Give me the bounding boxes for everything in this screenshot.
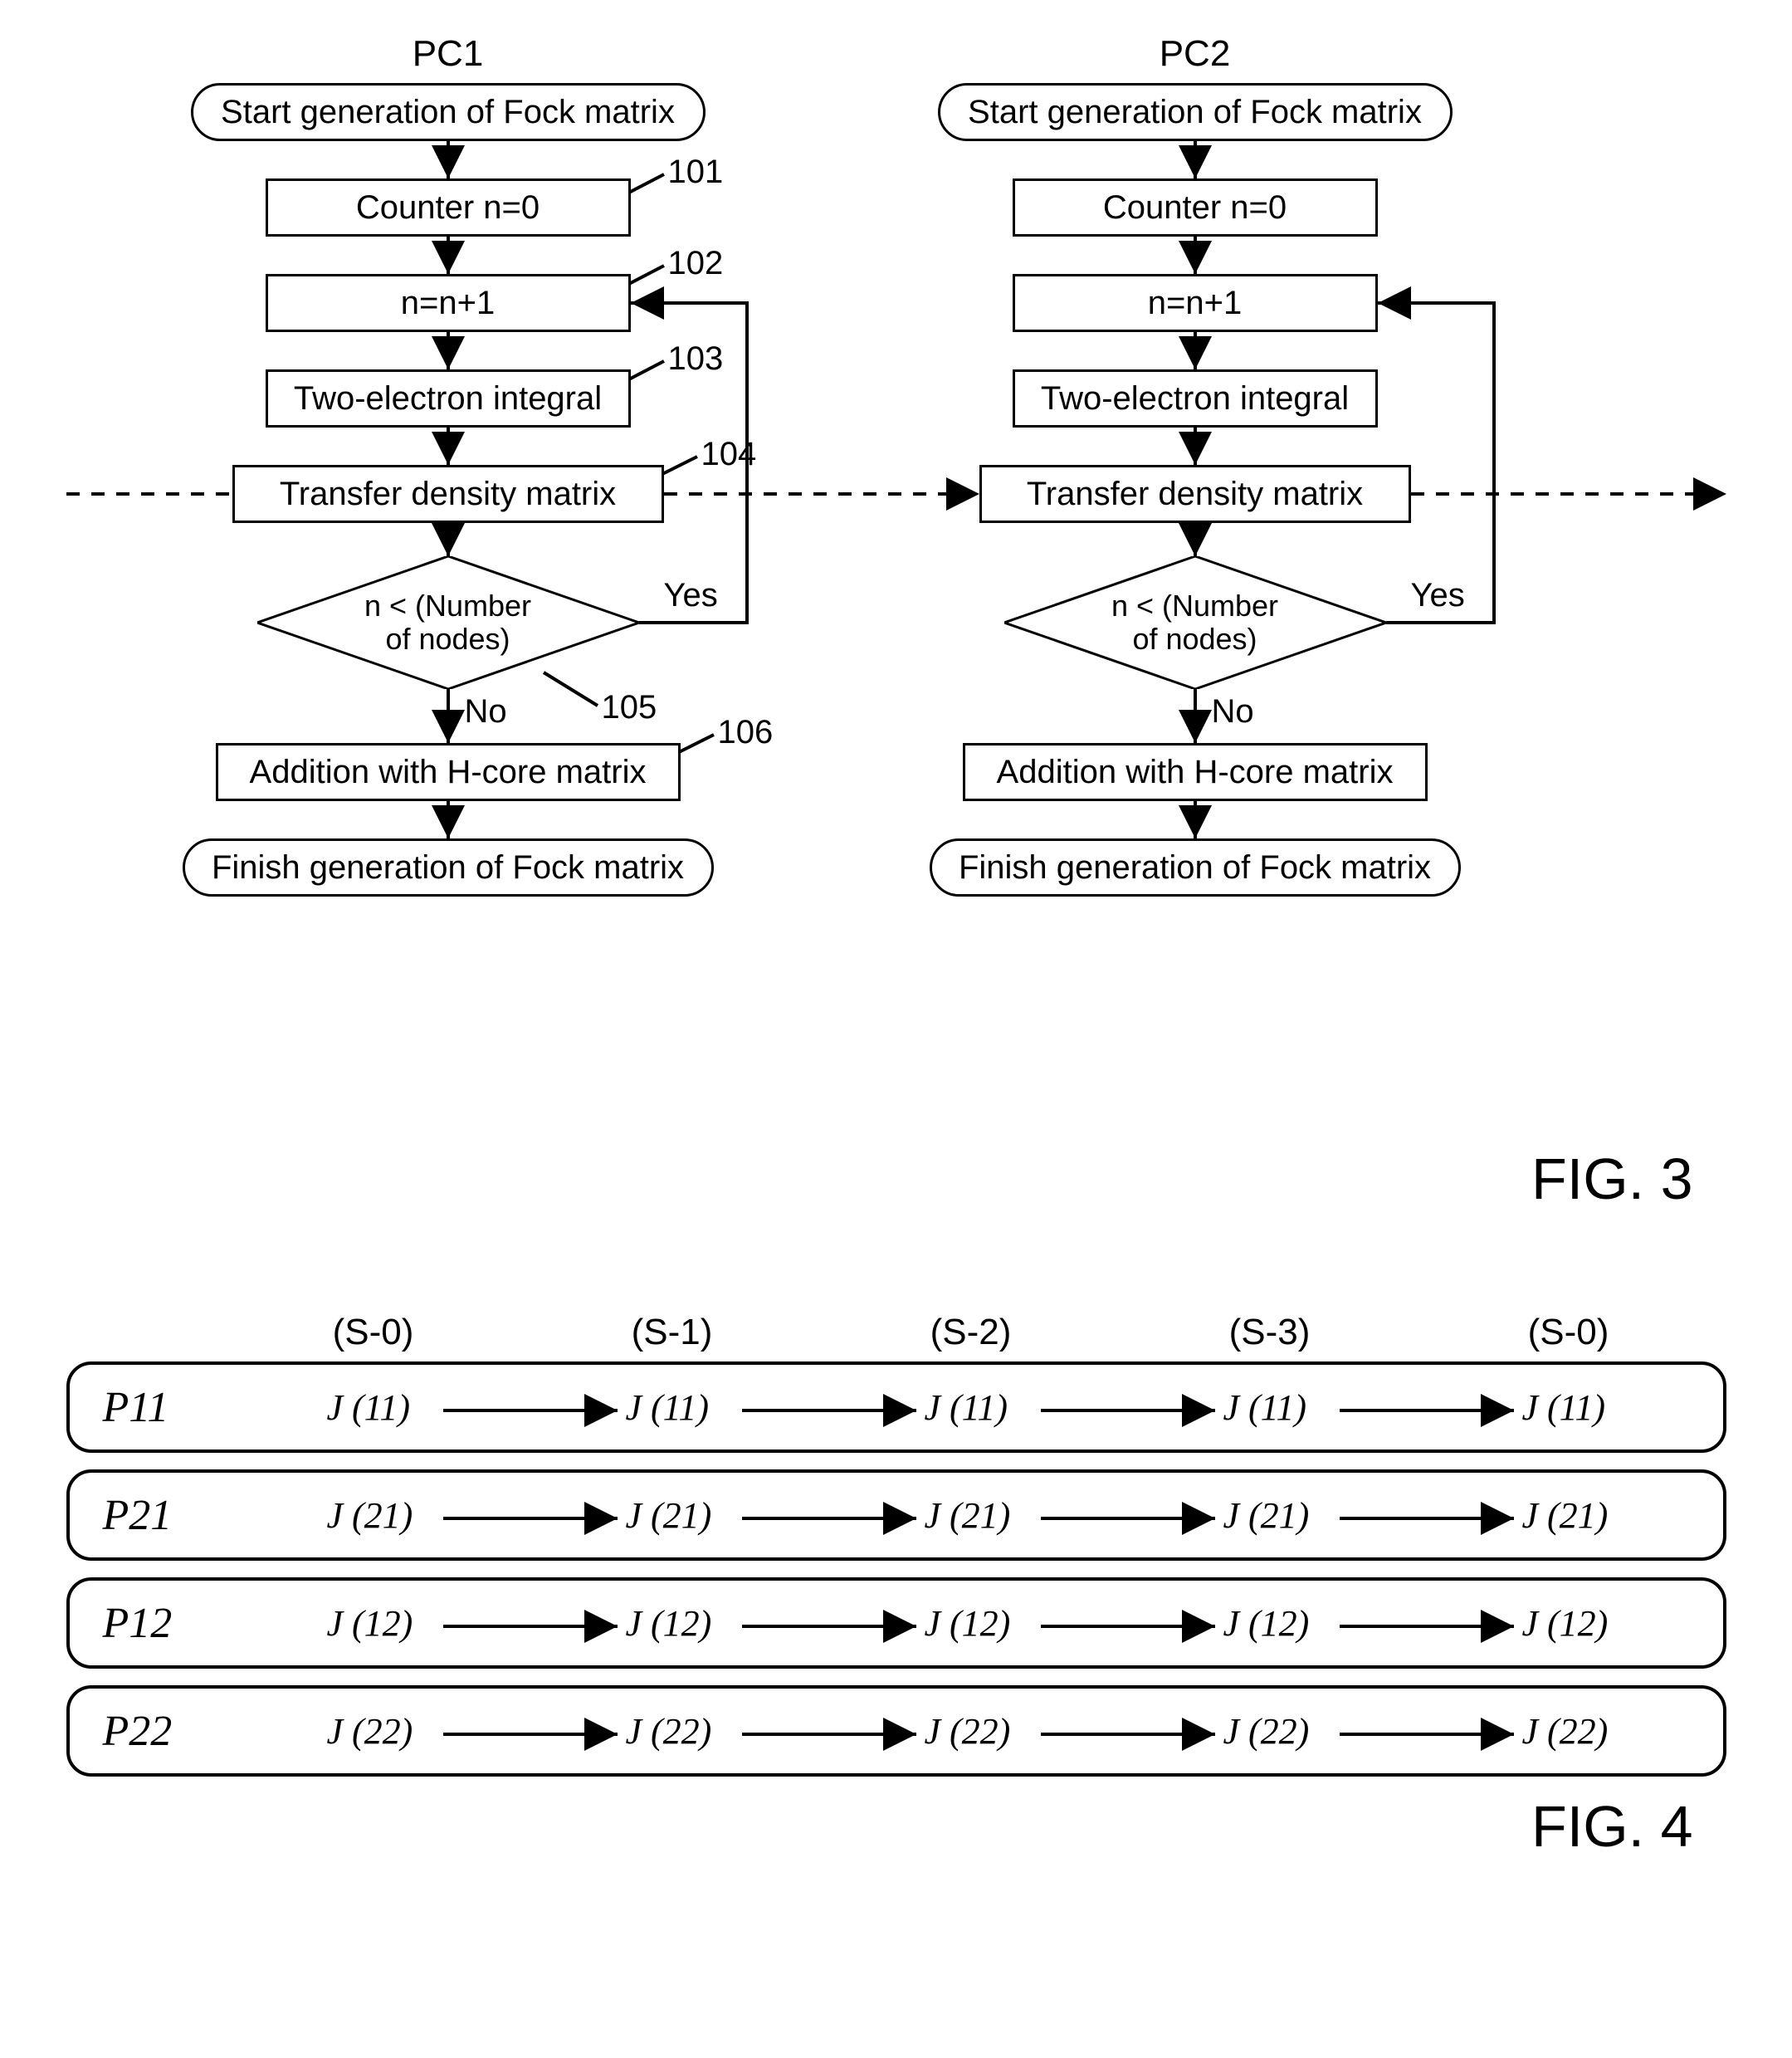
node-transfer-pc1: Transfer density matrix — [232, 465, 664, 523]
fig4-cell: J (22) — [925, 1710, 1011, 1752]
fig4-cell: J (22) — [1522, 1710, 1609, 1752]
callout-102: 102 — [668, 245, 724, 282]
node-twoe-pc1: Two-electron integral — [266, 369, 631, 428]
node-start-pc1: Start generation of Fock matrix — [191, 83, 706, 141]
decision-label: n < (Numberof nodes) — [1004, 556, 1386, 689]
node-end-pc1: Finish generation of Fock matrix — [183, 838, 714, 897]
fig4-cell: J (22) — [1223, 1710, 1310, 1752]
fig4-row: P22 J (22) J (22) J (22) J (22) J (22) — [66, 1685, 1726, 1777]
node-start-pc2: Start generation of Fock matrix — [938, 83, 1453, 141]
fig4-diagram: (S-0) (S-1) (S-2) (S-3) (S-0) P11 J (11)… — [66, 1312, 1726, 1777]
fig4-row: P12 J (12) J (12) J (12) J (12) J (12) — [66, 1577, 1726, 1669]
fig4-cell: J (11) — [1223, 1386, 1307, 1429]
callout-106: 106 — [718, 714, 774, 751]
label-no-pc2: No — [1212, 693, 1254, 731]
fig4-header: (S-3) — [1195, 1312, 1345, 1353]
callout-105: 105 — [602, 689, 657, 726]
callout-101: 101 — [668, 154, 724, 191]
fig4-cell: J (22) — [327, 1710, 413, 1752]
fig4-row-label: P11 — [103, 1383, 252, 1432]
fig4-row-label: P12 — [103, 1599, 252, 1648]
fig4-cell: J (22) — [626, 1710, 712, 1752]
fig4-cell: J (21) — [327, 1494, 413, 1537]
fig4-cell: J (12) — [1522, 1602, 1609, 1645]
fig4-header: (S-0) — [299, 1312, 448, 1353]
fig4-cell: J (12) — [327, 1602, 413, 1645]
fig4-row: P11 J (11) J (11) J (11) J (11) J (11) — [66, 1361, 1726, 1453]
fig4-cell: J (21) — [626, 1494, 712, 1537]
label-yes-pc2: Yes — [1411, 577, 1465, 614]
fig4-header: (S-2) — [896, 1312, 1046, 1353]
callout-103: 103 — [668, 340, 724, 378]
node-decision-pc2: n < (Numberof nodes) — [1004, 556, 1386, 689]
node-addition-pc2: Addition with H-core matrix — [963, 743, 1428, 801]
decision-label: n < (Numberof nodes) — [257, 556, 639, 689]
fig4-cell: J (21) — [1223, 1494, 1310, 1537]
fig4-cell: J (21) — [1522, 1494, 1609, 1537]
node-incr-pc2: n=n+1 — [1013, 274, 1378, 332]
col-title-pc1: PC1 — [191, 33, 706, 75]
callout-104: 104 — [701, 436, 757, 473]
fig4-header: (S-0) — [1494, 1312, 1643, 1353]
col-title-pc2: PC2 — [938, 33, 1453, 75]
fig4-headers: (S-0) (S-1) (S-2) (S-3) (S-0) — [66, 1312, 1726, 1361]
fig4-row-label: P22 — [103, 1707, 252, 1756]
label-no-pc1: No — [465, 693, 507, 731]
node-end-pc2: Finish generation of Fock matrix — [930, 838, 1461, 897]
fig4-cell: J (11) — [1522, 1386, 1606, 1429]
fig4-cell: J (12) — [1223, 1602, 1310, 1645]
fig4-header: (S-1) — [598, 1312, 747, 1353]
fig4-cell: J (11) — [626, 1386, 710, 1429]
fig4-cell: J (11) — [925, 1386, 1008, 1429]
node-transfer-pc2: Transfer density matrix — [979, 465, 1411, 523]
fig4-cell: J (12) — [626, 1602, 712, 1645]
fig3-title: FIG. 3 — [66, 1146, 1726, 1212]
node-decision-pc1: n < (Numberof nodes) — [257, 556, 639, 689]
fig4-cell: J (21) — [925, 1494, 1011, 1537]
fig4-cell: J (11) — [327, 1386, 411, 1429]
fig4-cell: J (12) — [925, 1602, 1011, 1645]
fig4-row-label: P21 — [103, 1491, 252, 1540]
fig4-title: FIG. 4 — [66, 1793, 1726, 1860]
node-counter-pc1: Counter n=0 — [266, 178, 631, 237]
node-incr-pc1: n=n+1 — [266, 274, 631, 332]
fig3-flowchart: PC1 PC2 Start generation of Fock matrix … — [66, 33, 1726, 1112]
node-twoe-pc2: Two-electron integral — [1013, 369, 1378, 428]
fig4-row: P21 J (21) J (21) J (21) J (21) J (21) — [66, 1469, 1726, 1561]
label-yes-pc1: Yes — [664, 577, 718, 614]
node-addition-pc1: Addition with H-core matrix — [216, 743, 681, 801]
node-counter-pc2: Counter n=0 — [1013, 178, 1378, 237]
